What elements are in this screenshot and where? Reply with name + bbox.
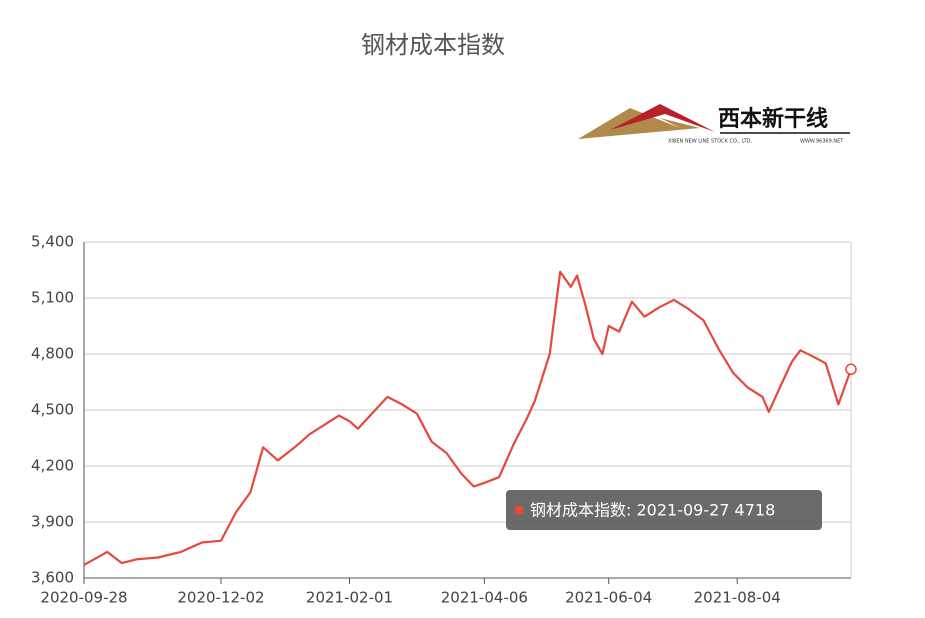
logo-shape (610, 104, 715, 132)
y-tick-label: 4,500 (31, 401, 74, 419)
y-tick-label: 5,100 (31, 289, 74, 307)
x-tick-label: 2021-08-04 (694, 589, 781, 607)
y-tick-label: 3,900 (31, 513, 74, 531)
logo-site: WWW.96369.NET (800, 139, 844, 145)
logo-company: XIBEN NEW LINE STOCK CO., LTD. (668, 139, 753, 145)
y-tick-label: 5,400 (31, 233, 74, 251)
tooltip-text: 钢材成本指数: 2021-09-27 4718 (530, 501, 775, 520)
y-tick-label: 4,800 (31, 345, 74, 363)
chart-title: 钢材成本指数 (361, 31, 505, 59)
tooltip-swatch (515, 506, 523, 514)
x-tick-label: 2020-09-28 (40, 589, 127, 607)
x-tick-label: 2021-02-01 (306, 589, 393, 607)
logo: 西本新干线 XIBEN NEW LINE STOCK CO., LTD. WWW… (578, 104, 850, 145)
x-tick-label: 2021-06-04 (565, 589, 652, 607)
x-tick-label: 2020-12-02 (177, 589, 264, 607)
highlight-point (845, 363, 857, 376)
y-tick-label: 3,600 (31, 569, 74, 587)
tooltip: 钢材成本指数: 2021-09-27 4718 (506, 490, 822, 530)
logo-name: 西本新干线 (718, 106, 828, 132)
tooltip-box (506, 490, 822, 530)
series-line (83, 270, 853, 566)
x-tick-label: 2021-04-06 (441, 589, 528, 607)
logo-shape (578, 108, 700, 139)
y-tick-label: 4,200 (31, 457, 74, 475)
